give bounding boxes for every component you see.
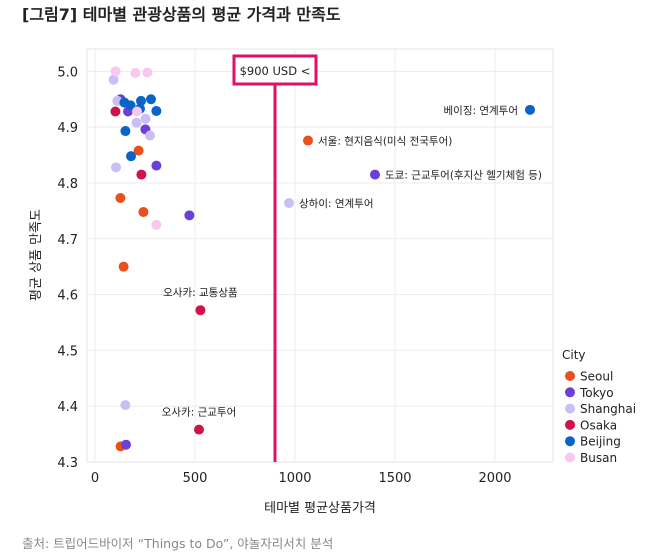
legend: City Seoul Tokyo Shanghai Osaka Beijing Busan	[562, 348, 636, 465]
point-osaka	[195, 305, 206, 316]
point-beijing	[151, 105, 162, 116]
reference-line: $900 USD <	[232, 54, 318, 462]
point-shanghai	[284, 198, 294, 209]
point-busan	[110, 66, 121, 77]
y-tick-label: 4.3	[57, 456, 78, 471]
point-tokyo	[121, 439, 131, 450]
y-tick-label: 4.9	[57, 121, 78, 136]
legend-label-seoul: Seoul	[580, 370, 613, 384]
point-beijing	[126, 151, 136, 162]
legend-marker-seoul	[565, 371, 575, 381]
point-shanghai	[120, 400, 131, 411]
point-tokyo	[370, 169, 380, 180]
point-shanghai	[131, 117, 142, 128]
annotation-label: 상하이: 연계투어	[299, 197, 374, 210]
y-tick-label: 5.0	[57, 65, 78, 80]
point-busan	[142, 67, 153, 78]
legend-marker-shanghai	[565, 403, 575, 414]
source-note: 출처: 트립어드바이저 “Things to Do”, 야놀자리서치 분석	[22, 536, 333, 551]
chart-title: [그림7] 테마별 관광상품의 평균 가격과 만족도	[22, 5, 341, 24]
point-shanghai	[145, 130, 155, 141]
x-tick-label: 0	[91, 471, 99, 486]
point-beijing	[136, 95, 146, 106]
point-seoul	[138, 206, 149, 217]
point-beijing	[525, 104, 535, 115]
point-busan	[151, 219, 162, 230]
annotation-label: 도쿄: 근교투어(후지산 헬기체험 등)	[385, 170, 542, 182]
x-tick-label: 2000	[478, 471, 511, 486]
x-tick-label: 500	[183, 471, 208, 486]
annotation-label: 오사카: 교통상품	[163, 287, 238, 299]
plot-frame	[86, 48, 554, 463]
annotation-label: 오사카: 근교투어	[162, 407, 237, 419]
legend-label-beijing: Beijing	[580, 435, 621, 449]
point-busan	[130, 67, 141, 78]
annotation-label: 베이징: 연계투어	[444, 105, 519, 117]
legend-label-shanghai: Shanghai	[580, 402, 636, 416]
reference-label-box	[232, 54, 318, 86]
legend-label-busan: Busan	[580, 451, 617, 465]
legend-label-osaka: Osaka	[580, 418, 617, 432]
point-seoul	[303, 135, 313, 146]
point-busan	[132, 106, 142, 117]
point-osaka	[136, 169, 147, 180]
point-beijing	[125, 100, 136, 111]
legend-marker-osaka	[565, 419, 575, 430]
legend-label-tokyo: Tokyo	[579, 386, 614, 400]
y-tick-label: 4.4	[57, 400, 78, 415]
point-beijing	[120, 126, 131, 137]
y-tick-label: 4.5	[57, 344, 78, 359]
y-tick-label: 4.7	[57, 233, 78, 248]
reference-label: $900 USD <	[240, 64, 311, 78]
y-axis-label: 평균 상품 만족도	[29, 209, 44, 301]
y-tick-label: 4.8	[57, 177, 78, 192]
point-shanghai	[108, 74, 119, 85]
point-seoul	[115, 193, 126, 204]
point-osaka	[194, 424, 204, 435]
point-tokyo	[151, 160, 162, 171]
legend-marker-tokyo	[565, 387, 575, 398]
point-tokyo	[184, 210, 195, 221]
legend-title: City	[562, 348, 586, 362]
x-axis-label: 테마별 평균상품가격	[264, 501, 376, 516]
y-tick-label: 4.6	[57, 289, 78, 304]
legend-marker-busan	[565, 452, 575, 463]
tick-labels: 0 500 1000 1500 2000 4.3 4.4 4.5 4.6 4.7 4.8 4.9 5.0	[57, 65, 511, 486]
point-shanghai	[111, 162, 121, 173]
x-tick-label: 1000	[278, 471, 311, 486]
point-beijing	[146, 94, 156, 105]
annotation-label: 서울: 현지음식(미식 전국투어)	[318, 136, 452, 148]
point-seoul	[118, 261, 129, 272]
point-shanghai	[140, 113, 151, 124]
legend-marker-beijing	[565, 436, 575, 447]
point-seoul	[133, 145, 144, 156]
point-osaka	[110, 106, 121, 117]
data-points	[108, 66, 535, 452]
x-tick-label: 1500	[378, 471, 411, 486]
